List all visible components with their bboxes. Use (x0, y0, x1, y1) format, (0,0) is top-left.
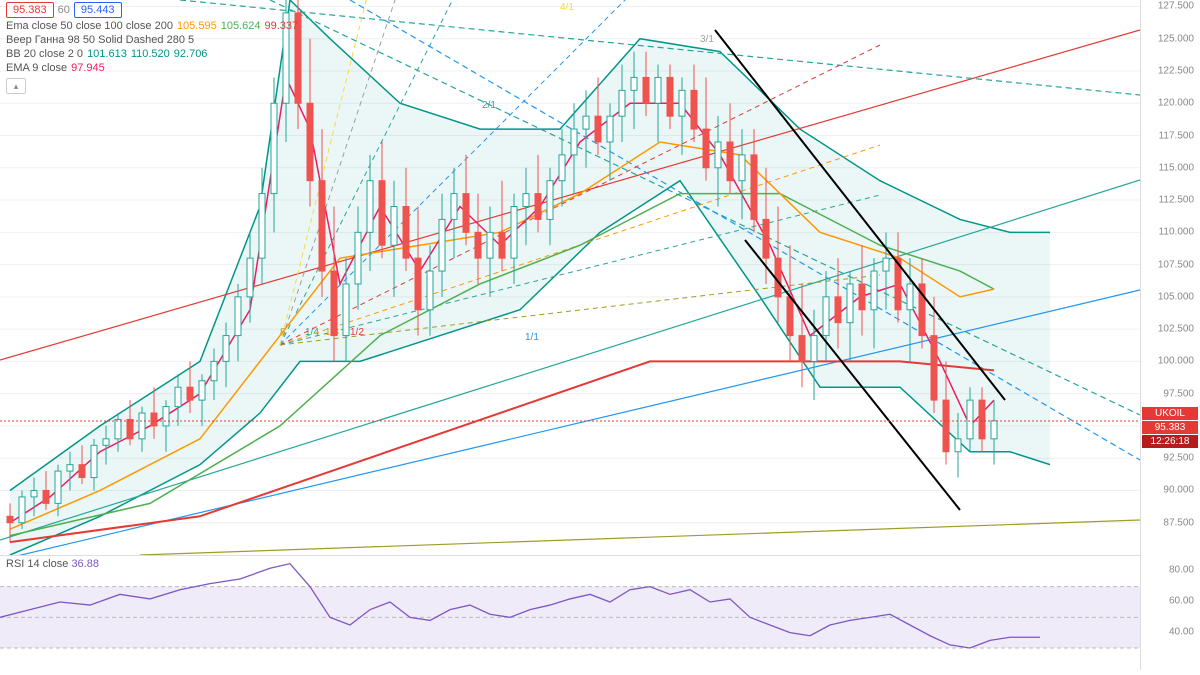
rsi-label: RSI 14 close (6, 558, 68, 570)
indicator-label: Веер Ганна 98 50 Solid Dashed 280 5 (6, 34, 194, 46)
y-axis-tick: 100.000 (1158, 356, 1194, 367)
symbol-label: UKOIL (1142, 407, 1198, 420)
indicator-row: Ema close 50 close 100 close 200 105.595 1… (6, 20, 298, 32)
svg-text:1/2: 1/2 (350, 327, 364, 338)
rsi-chart[interactable] (0, 555, 1140, 670)
secondary-badge: 95.443 (74, 2, 122, 18)
indicator-row: BB 20 close 2 0 101.613 110.520 92.706 (6, 48, 298, 60)
y-axis-tick: 90.000 (1163, 485, 1194, 496)
rsi-y-tick: 80.00 (1169, 565, 1194, 576)
y-axis-tick: 110.000 (1159, 227, 1194, 238)
price-y-axis: 127.500 125.000 122.500 120.000 117.500 115.0… (1140, 0, 1200, 555)
svg-text:4/1: 4/1 (560, 2, 574, 13)
y-axis-tick: 115.000 (1159, 162, 1194, 173)
indicator-row: EMA 9 close 97.945 (6, 62, 298, 74)
y-axis-tick: 107.500 (1158, 259, 1194, 270)
y-axis-tick: 97.500 (1163, 388, 1194, 399)
svg-text:2/1: 2/1 (482, 100, 496, 111)
indicator-label: BB 20 close 2 0 (6, 48, 83, 60)
chart-container: 95.383 60 95.443 Ema close 50 close 100 … (0, 0, 1200, 675)
collapse-legend-button[interactable]: ▴ (6, 78, 26, 94)
y-axis-tick: 117.500 (1159, 130, 1194, 141)
header-row: 95.383 60 95.443 (6, 2, 298, 18)
svg-text:1/1: 1/1 (525, 332, 539, 343)
indicator-value: 110.520 (131, 48, 170, 60)
indicator-value: 97.945 (71, 62, 105, 74)
legend-panel: 95.383 60 95.443 Ema close 50 close 100 … (6, 2, 298, 94)
indicator-value: 105.624 (221, 20, 261, 32)
indicator-label: Ema close 50 close 100 close 200 (6, 20, 173, 32)
y-axis-tick: 120.000 (1158, 98, 1194, 109)
y-axis-tick: 127.500 (1158, 1, 1194, 12)
svg-text:3/1: 3/1 (700, 34, 714, 45)
rsi-y-tick: 60.00 (1169, 596, 1194, 607)
rsi-y-axis: 80.00 60.00 40.00 (1140, 555, 1200, 670)
indicator-value: 99.337 (264, 20, 298, 32)
indicator-value: 101.613 (87, 48, 127, 60)
rsi-legend: RSI 14 close 36.88 (6, 558, 99, 570)
rsi-value: 36.88 (71, 558, 99, 570)
y-axis-tick: 92.500 (1163, 453, 1194, 464)
rsi-y-tick: 40.00 (1169, 626, 1194, 637)
indicator-value: 92.706 (174, 48, 208, 60)
timeframe-label: 60 (58, 4, 70, 16)
y-axis-tick: 112.500 (1159, 195, 1194, 206)
y-axis-tick: 122.500 (1158, 65, 1194, 76)
chevron-up-icon: ▴ (14, 81, 19, 92)
y-axis-tick: 105.000 (1158, 291, 1194, 302)
countdown-label: 12:26:18 (1142, 435, 1198, 448)
y-axis-tick: 102.500 (1158, 324, 1194, 335)
current-price-label: 95.383 (1142, 421, 1198, 434)
price-badge: 95.383 (6, 2, 54, 18)
indicator-value: 105.595 (177, 20, 217, 32)
indicator-row: Веер Ганна 98 50 Solid Dashed 280 5 (6, 34, 298, 46)
indicator-label: EMA 9 close (6, 62, 67, 74)
y-axis-tick: 125.000 (1158, 33, 1194, 44)
y-axis-tick: 87.500 (1163, 517, 1194, 528)
